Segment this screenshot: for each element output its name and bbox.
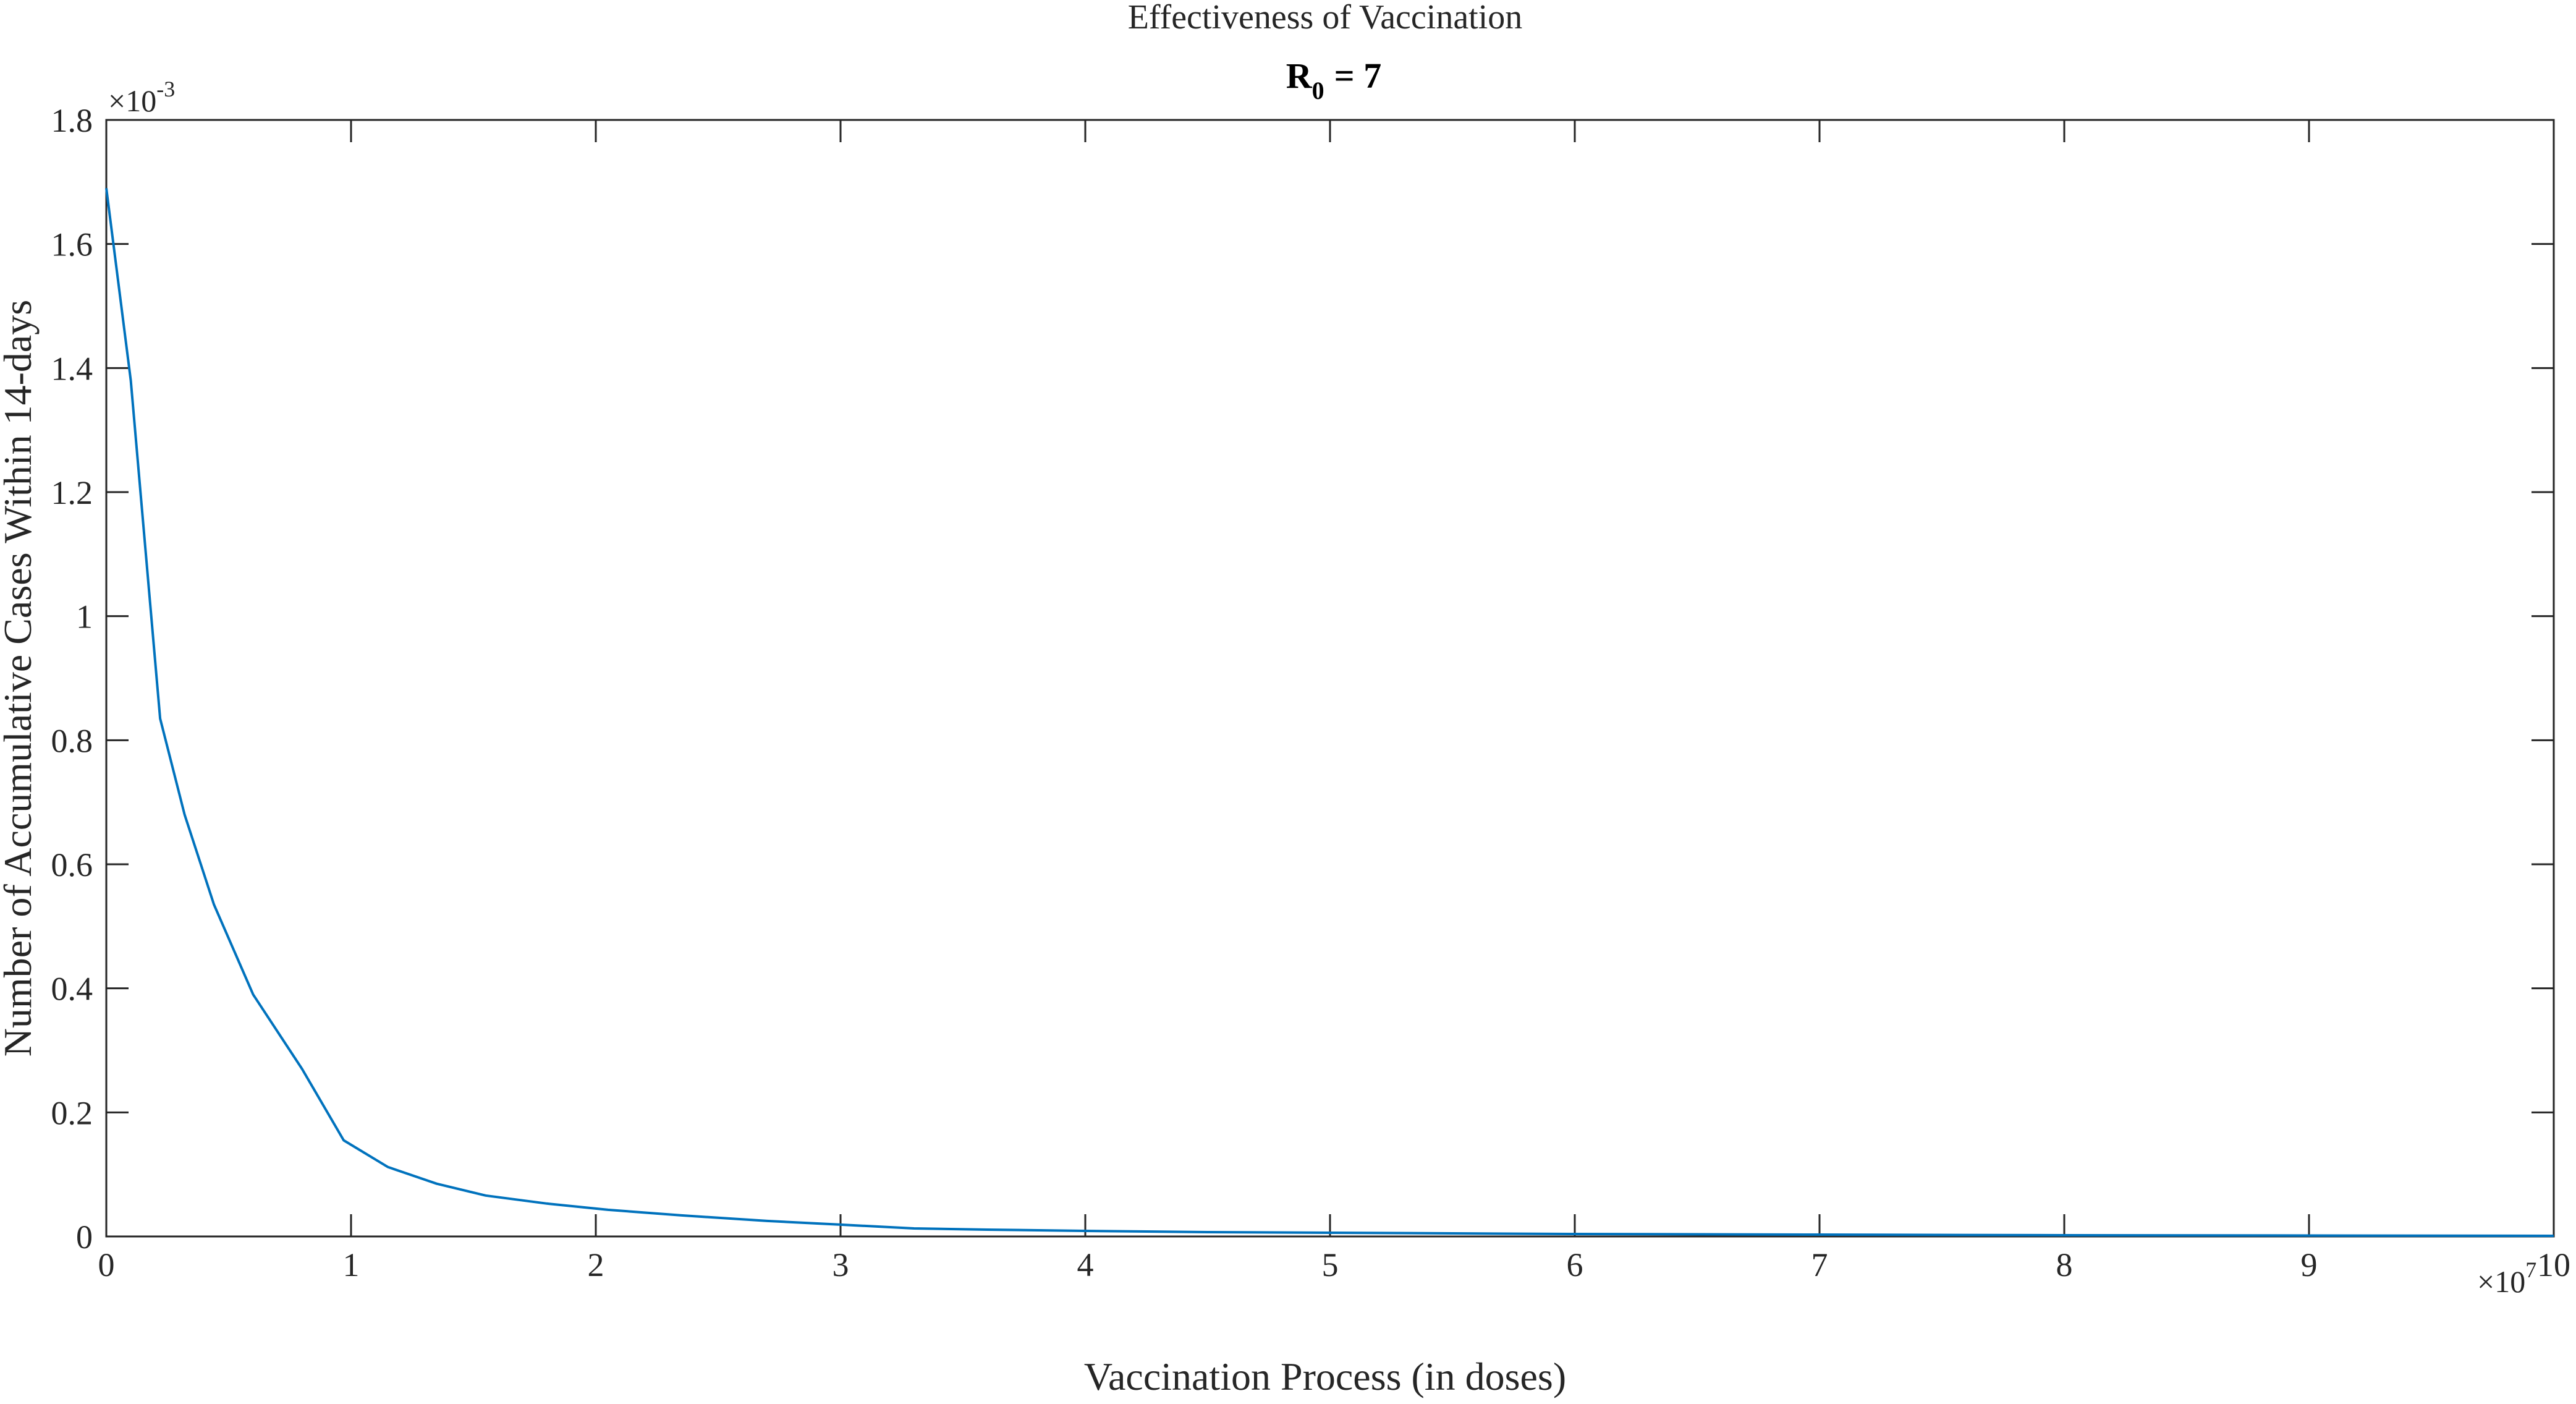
tick-marks xyxy=(105,119,2555,1238)
x-tick-label: 6 xyxy=(1567,1246,1583,1283)
x-tick-label: 8 xyxy=(2056,1246,2073,1283)
y-tick-label: 0.2 xyxy=(51,1094,93,1131)
x-tick-label: 7 xyxy=(1811,1246,1828,1283)
x-multiplier: ×107 xyxy=(2477,1257,2536,1299)
y-tick-label: 1.4 xyxy=(51,350,93,387)
y-multiplier-base: ×10 xyxy=(108,83,156,118)
y-tick-label: 0.8 xyxy=(51,722,93,759)
y-multiplier-exponent: -3 xyxy=(156,77,175,101)
y-tick-label: 1.2 xyxy=(51,474,93,511)
x-tick-label: 1 xyxy=(343,1246,360,1283)
x-tick-label: 4 xyxy=(1077,1246,1094,1283)
x-tick-label: 10 xyxy=(2537,1246,2570,1283)
x-tick-label: 3 xyxy=(833,1246,849,1283)
y-tick-labels: 0 0.2 0.4 0.6 0.8 1 1.2 1.4 1.6 1.8 xyxy=(51,102,93,1256)
subtitle-subscript: 0 xyxy=(1312,77,1324,104)
x-multiplier-exponent: 7 xyxy=(2525,1257,2536,1282)
subtitle-main: R xyxy=(1286,56,1313,96)
y-tick-label: 0.4 xyxy=(51,971,93,1008)
y-axis-label: Number of Accumulative Cases Within 14-d… xyxy=(0,300,40,1057)
x-axis-label: Vaccination Process (in doses) xyxy=(1084,1355,1566,1398)
y-tick-label: 1.6 xyxy=(51,226,93,263)
x-tick-label: 9 xyxy=(2301,1246,2318,1283)
y-tick-label: 1.8 xyxy=(51,102,93,139)
y-multiplier: ×10-3 xyxy=(108,77,175,118)
x-tick-labels: 0 1 2 3 4 5 6 7 8 9 10 xyxy=(98,1246,2571,1283)
axes-frame xyxy=(105,119,2555,1238)
x-tick-label: 0 xyxy=(98,1246,115,1283)
subtitle-suffix: = 7 xyxy=(1334,56,1382,96)
y-tick-label: 1 xyxy=(76,598,93,636)
chart-subtitle: R0 = 7 xyxy=(1286,56,1381,104)
x-multiplier-base: ×10 xyxy=(2477,1264,2525,1299)
series-line xyxy=(105,188,2554,1237)
x-tick-label: 5 xyxy=(1322,1246,1339,1283)
y-tick-label: 0.6 xyxy=(51,846,93,883)
x-tick-label: 2 xyxy=(588,1246,604,1283)
y-tick-label: 0 xyxy=(76,1219,93,1256)
figure-title: Effectiveness of Vaccination xyxy=(1128,0,1523,36)
